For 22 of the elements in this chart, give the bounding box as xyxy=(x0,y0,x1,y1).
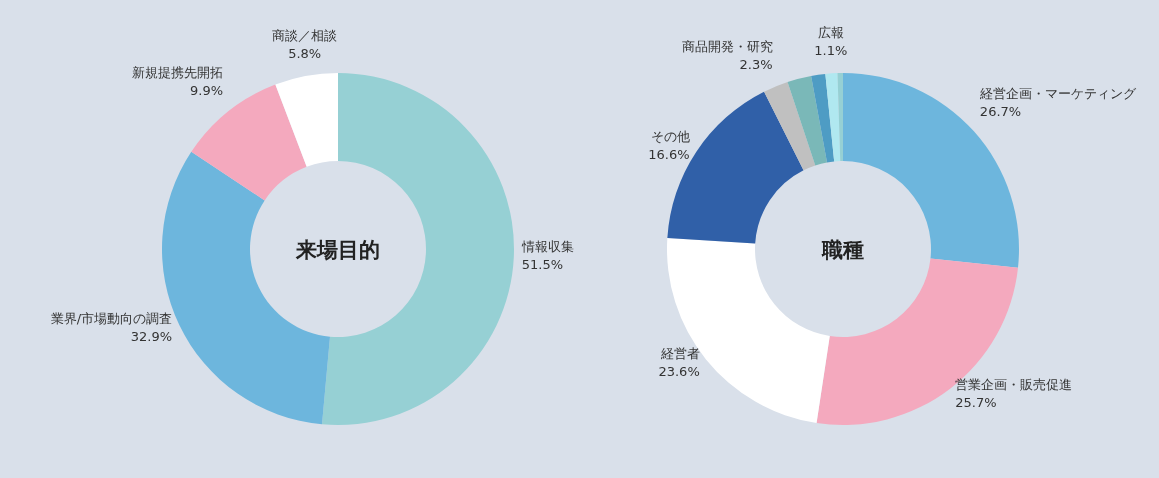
data-label: 25.7% xyxy=(955,394,997,410)
slice-label: 商談／相談 xyxy=(272,28,338,44)
slice-label: 経営企画・マーケティング xyxy=(978,86,1137,102)
slice-label: 情報収集 xyxy=(520,239,574,255)
slice-label: 商品開発・研究 xyxy=(681,39,773,55)
data-label: 51.5% xyxy=(521,257,564,273)
slice-label: 業界/市場動向の調査 xyxy=(50,310,173,326)
text: 職種 xyxy=(821,238,864,262)
slice-label: 経営者 xyxy=(659,346,700,362)
slice-label: その他 xyxy=(650,129,690,145)
data-label: 23.6% xyxy=(658,364,700,380)
slice-label: 営業企画・販売促進 xyxy=(955,376,1073,392)
data-label: 9.9% xyxy=(190,83,224,99)
data-label: 16.6% xyxy=(648,147,690,163)
text: 来場目的 xyxy=(295,238,380,262)
data-label: 32.9% xyxy=(130,328,173,344)
slice-label: 新規提携先開拓 xyxy=(132,65,224,81)
slice-label: 広報 xyxy=(817,25,844,41)
data-label: 26.7% xyxy=(979,104,1022,120)
data-label: 2.3% xyxy=(739,57,773,73)
data-label: 5.8% xyxy=(288,46,322,62)
data-label: 1.1% xyxy=(814,43,848,59)
